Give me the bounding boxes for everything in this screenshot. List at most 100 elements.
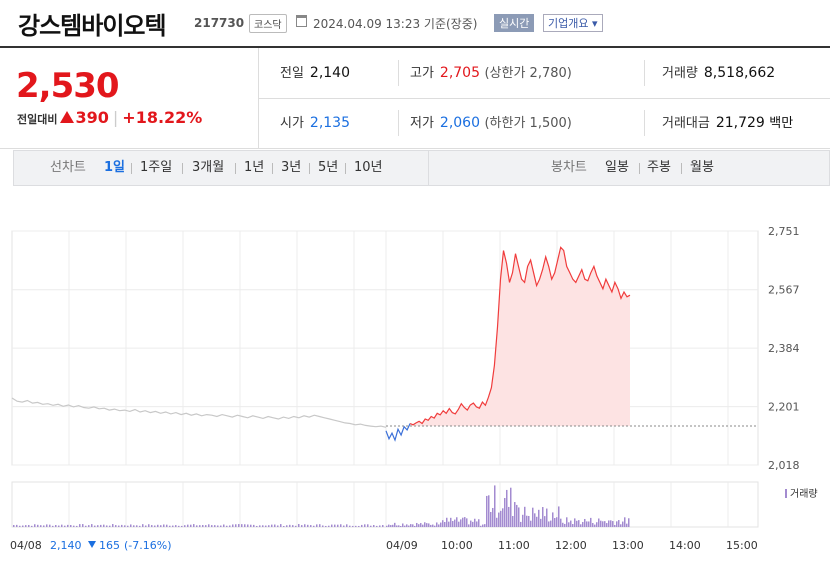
change-value: 390 — [75, 108, 109, 127]
volume-bar — [508, 506, 510, 527]
volume-bar — [235, 524, 237, 527]
tab-3m[interactable]: 3개월 — [192, 160, 225, 175]
volume-bar — [118, 525, 120, 527]
tab-weekly-candle[interactable]: 주봉 — [647, 160, 671, 175]
volume-bar — [49, 524, 51, 527]
volume-bar — [460, 519, 462, 527]
volume-bar — [319, 524, 321, 527]
tab-10y[interactable]: 10년 — [354, 160, 383, 175]
volume-bar — [112, 524, 114, 527]
realtime-button[interactable]: 실시간 — [494, 14, 535, 32]
divider — [131, 163, 132, 174]
market-badge: 코스닥 — [249, 14, 287, 33]
divider — [428, 151, 429, 185]
volume-bar — [428, 523, 430, 527]
volume-bar — [199, 525, 201, 527]
volume-bar — [566, 517, 568, 527]
volume-bar — [496, 517, 498, 527]
divider — [644, 110, 645, 136]
volume-bar — [160, 525, 162, 527]
volume-bar — [172, 525, 174, 527]
volume-bar — [608, 520, 610, 527]
tab-monthly-candle[interactable]: 월봉 — [690, 160, 714, 175]
volume-bar — [190, 524, 192, 527]
volume-bar — [560, 518, 562, 527]
volume-bar — [109, 525, 111, 527]
volume-bar — [241, 524, 243, 527]
volume-bar — [598, 518, 600, 527]
up-triangle-icon — [60, 111, 75, 123]
prev-day-price-line — [11, 397, 387, 428]
volume-bar — [416, 522, 418, 527]
volume-bar — [55, 525, 57, 527]
high: 고가 2,705 (상한가 2,780) — [410, 48, 572, 98]
volume-bar — [518, 507, 520, 527]
volume-bar — [340, 524, 342, 527]
volume-bar — [82, 524, 84, 527]
volume-bar — [52, 525, 54, 527]
intraday-price-chart[interactable]: 2,751 2,567 2,384 2,201 2,018 04/09 10:00 11:0… — [0, 186, 830, 573]
volume-bar — [622, 521, 624, 527]
volume-bar — [166, 524, 168, 527]
y-tick-label: 2,751 — [768, 225, 800, 238]
high-label: 고가 — [410, 66, 434, 81]
x-tick-label: 15:00 — [726, 539, 758, 552]
divider — [398, 110, 399, 136]
tab-5y[interactable]: 5년 — [318, 160, 339, 175]
volume-bar — [22, 525, 24, 527]
volume-bar — [364, 524, 366, 527]
volume-bar — [582, 521, 584, 527]
volume-bar — [202, 525, 204, 527]
volume-bar — [572, 524, 574, 527]
footer-prev-change: 165 — [99, 539, 120, 552]
volume-bar — [238, 524, 240, 527]
volume-bar — [462, 517, 464, 527]
change-percent: +18.22% — [122, 108, 203, 127]
volume-bar — [367, 524, 369, 527]
volume-bar — [61, 524, 63, 527]
volume-bar — [19, 525, 21, 527]
high-value: 2,705 — [439, 65, 481, 81]
volume-bar — [100, 524, 102, 527]
volume-bar — [388, 524, 390, 527]
amount-value: 21,729 — [715, 115, 765, 131]
volume-bar — [474, 518, 476, 527]
volume-bar — [454, 519, 456, 527]
volume-bar — [262, 525, 264, 527]
volume-bar — [376, 525, 378, 527]
volume-bar — [610, 520, 612, 527]
volume-bar — [464, 517, 466, 527]
volume-value: 8,518,662 — [703, 65, 776, 81]
footer-prev-date: 04/08 — [10, 539, 42, 552]
volume-bar — [145, 525, 147, 527]
volume-bar — [484, 524, 486, 527]
x-tick-label: 04/09 — [386, 539, 418, 552]
tab-daily-candle[interactable]: 일봉 — [605, 160, 629, 175]
tab-1d[interactable]: 1일 — [104, 160, 126, 175]
volume-bar — [410, 524, 412, 527]
company-overview-button[interactable]: 기업개요 ▾ — [543, 14, 603, 32]
volume-bar — [402, 523, 404, 527]
volume-bar — [259, 525, 261, 527]
volume-legend-label: 거래량 — [790, 488, 818, 500]
volume-bar — [178, 525, 180, 527]
tab-1y[interactable]: 1년 — [244, 160, 265, 175]
volume-bar — [426, 523, 428, 527]
volume-bar — [253, 524, 255, 527]
volume-bar — [43, 525, 45, 527]
current-price-panel: 2,530 전일대비 390 | +18.22% — [0, 48, 259, 148]
volume-bar — [70, 525, 72, 527]
volume-bar — [604, 521, 606, 527]
volume-bar — [277, 525, 279, 527]
volume-bar — [79, 524, 81, 527]
volume-bar — [337, 524, 339, 527]
volume-bar — [568, 522, 570, 527]
volume-bar — [458, 521, 460, 527]
low-label: 저가 — [410, 116, 434, 131]
volume-bar — [154, 525, 156, 527]
tab-1w[interactable]: 1주일 — [140, 160, 173, 175]
stock-header: 강스템바이오텍 217730 코스닥 2024.04.09 13:23 기준(장… — [0, 0, 830, 48]
tab-3y[interactable]: 3년 — [281, 160, 302, 175]
volume-bar — [522, 514, 524, 527]
volume-bar — [94, 525, 96, 527]
